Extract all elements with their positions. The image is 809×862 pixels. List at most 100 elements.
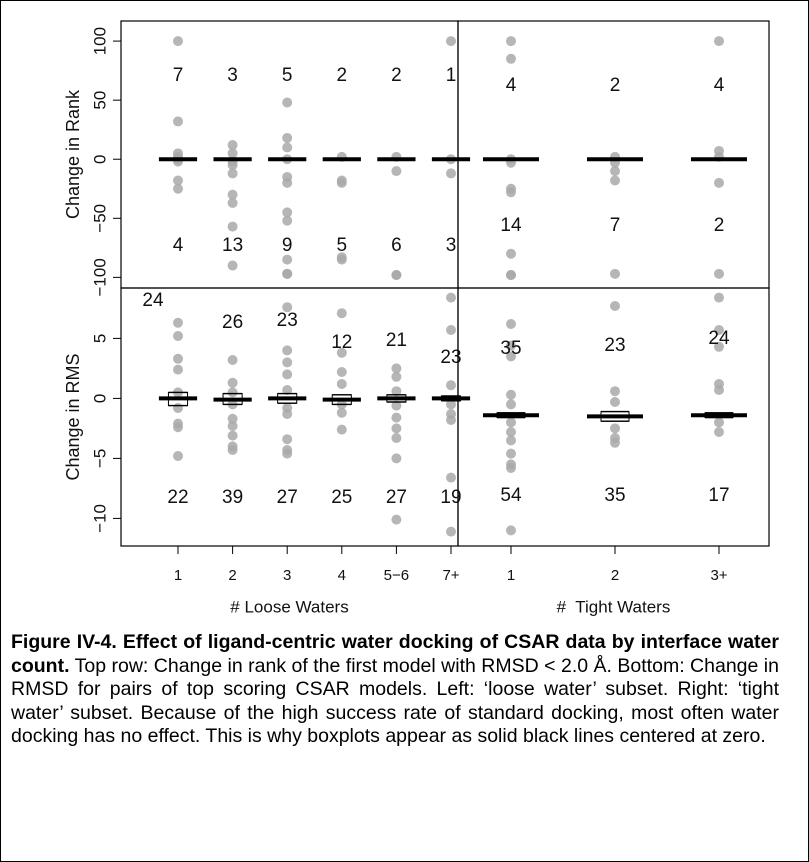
panel-frame (457, 287, 770, 547)
point (173, 317, 183, 328)
caption-text: Top row: Change in rank of the first mod… (11, 654, 779, 748)
point (506, 389, 516, 400)
count-below: 35 (604, 485, 625, 506)
point (336, 424, 347, 435)
count-above: 21 (386, 330, 407, 351)
point (506, 187, 516, 198)
point (446, 415, 456, 425)
count-below: 14 (500, 215, 522, 236)
point (336, 407, 347, 418)
point (227, 168, 238, 179)
count-above: 1 (446, 65, 457, 86)
count-below: 27 (386, 487, 407, 508)
point (227, 221, 238, 232)
point (506, 417, 516, 428)
point (446, 399, 456, 410)
count-below: 6 (391, 235, 402, 256)
point (391, 453, 402, 464)
point (282, 132, 293, 143)
point (506, 36, 516, 47)
point (282, 302, 293, 313)
point (227, 413, 238, 424)
count-above: 7 (173, 65, 184, 86)
count-above: 24 (708, 328, 730, 349)
point (173, 353, 183, 364)
y-tick-label: −100 (90, 258, 109, 296)
point (506, 427, 516, 437)
point (506, 399, 516, 410)
count-above: 12 (331, 332, 352, 353)
count-above: 35 (500, 338, 521, 359)
point (391, 400, 402, 411)
y-axis-label: Change in Rank (63, 89, 83, 219)
point (173, 364, 183, 375)
count-above: 5 (282, 65, 293, 86)
point (391, 433, 402, 443)
point (506, 248, 516, 259)
point (714, 341, 724, 352)
point (714, 325, 724, 335)
x-tick-label: 3+ (710, 567, 727, 584)
point (227, 189, 238, 200)
point (506, 525, 516, 536)
x-tick-label: 2 (611, 567, 619, 584)
point (227, 430, 238, 441)
point (391, 386, 402, 397)
point (446, 380, 456, 391)
point (227, 377, 238, 388)
count-above: 2 (391, 65, 402, 86)
point (610, 166, 620, 177)
point (391, 412, 402, 423)
point (282, 357, 293, 368)
point (714, 268, 724, 279)
point (506, 435, 516, 446)
point (282, 369, 293, 380)
point (282, 215, 293, 226)
y-tick-label: 0 (90, 394, 109, 403)
point (610, 175, 620, 186)
point (610, 397, 620, 407)
point (173, 116, 183, 127)
count-above: 4 (714, 75, 725, 96)
count-above: 4 (506, 75, 517, 96)
point (391, 514, 402, 525)
x-axis-label: # Tight Waters (557, 597, 671, 616)
point (282, 177, 293, 188)
y-tick-label: −10 (90, 504, 109, 533)
point (282, 409, 293, 419)
x-tick-label: 7+ (442, 567, 459, 584)
point (506, 340, 516, 351)
count-below: 13 (222, 235, 243, 256)
y-axis-label: Change in RMS (63, 353, 83, 480)
count-below: 2 (714, 215, 725, 236)
point (610, 301, 620, 311)
point (391, 423, 402, 434)
count-above: 24 (142, 290, 164, 311)
point (391, 363, 402, 374)
count-above: 23 (440, 347, 461, 368)
count-below: 17 (708, 485, 729, 506)
count-below: 54 (500, 485, 522, 506)
point (227, 140, 238, 151)
count-below: 22 (167, 487, 188, 508)
count-below: 39 (222, 487, 243, 508)
point (506, 270, 516, 281)
point (506, 53, 516, 64)
y-tick-label: 50 (90, 91, 109, 110)
point (336, 367, 347, 377)
x-tick-label: 1 (507, 567, 515, 584)
point (173, 422, 183, 433)
point (714, 177, 724, 188)
y-tick-label: −50 (90, 204, 109, 233)
point (714, 417, 724, 428)
x-tick-label: 4 (338, 567, 346, 584)
point (227, 387, 238, 398)
caption-label: Figure IV-4. Effect of ligand-centric wa… (11, 631, 779, 677)
point (282, 434, 293, 445)
point (446, 526, 456, 537)
point (714, 427, 724, 437)
y-tick-label: 100 (90, 27, 109, 55)
point (446, 325, 456, 335)
